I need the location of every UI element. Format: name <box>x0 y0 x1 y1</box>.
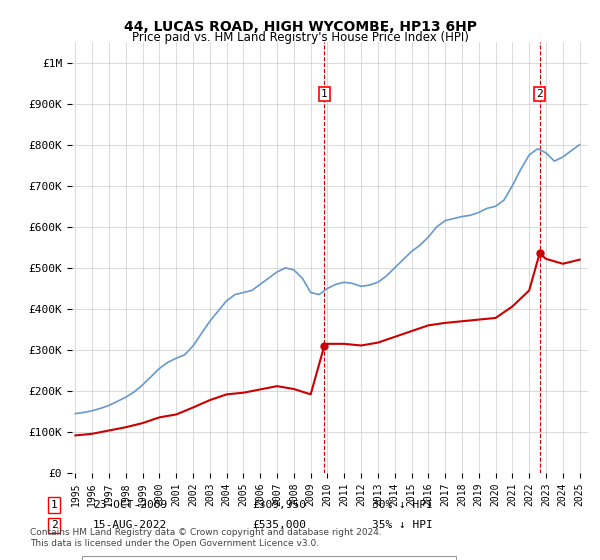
Text: Contains HM Land Registry data © Crown copyright and database right 2024.
This d: Contains HM Land Registry data © Crown c… <box>30 528 382 548</box>
Text: 44, LUCAS ROAD, HIGH WYCOMBE, HP13 6HP: 44, LUCAS ROAD, HIGH WYCOMBE, HP13 6HP <box>124 20 476 34</box>
Legend: 44, LUCAS ROAD, HIGH WYCOMBE, HP13 6HP (detached house), HPI: Average price, det: 44, LUCAS ROAD, HIGH WYCOMBE, HP13 6HP (… <box>82 556 455 560</box>
Text: £309,950: £309,950 <box>252 500 306 510</box>
Text: 1: 1 <box>50 500 58 510</box>
Text: 15-AUG-2022: 15-AUG-2022 <box>93 520 167 530</box>
Text: Price paid vs. HM Land Registry's House Price Index (HPI): Price paid vs. HM Land Registry's House … <box>131 31 469 44</box>
Text: 2: 2 <box>50 520 58 530</box>
Text: 1: 1 <box>321 88 328 99</box>
Text: 23-OCT-2009: 23-OCT-2009 <box>93 500 167 510</box>
Text: 30% ↓ HPI: 30% ↓ HPI <box>372 500 433 510</box>
Text: 2: 2 <box>536 88 543 99</box>
Text: £535,000: £535,000 <box>252 520 306 530</box>
Text: 35% ↓ HPI: 35% ↓ HPI <box>372 520 433 530</box>
